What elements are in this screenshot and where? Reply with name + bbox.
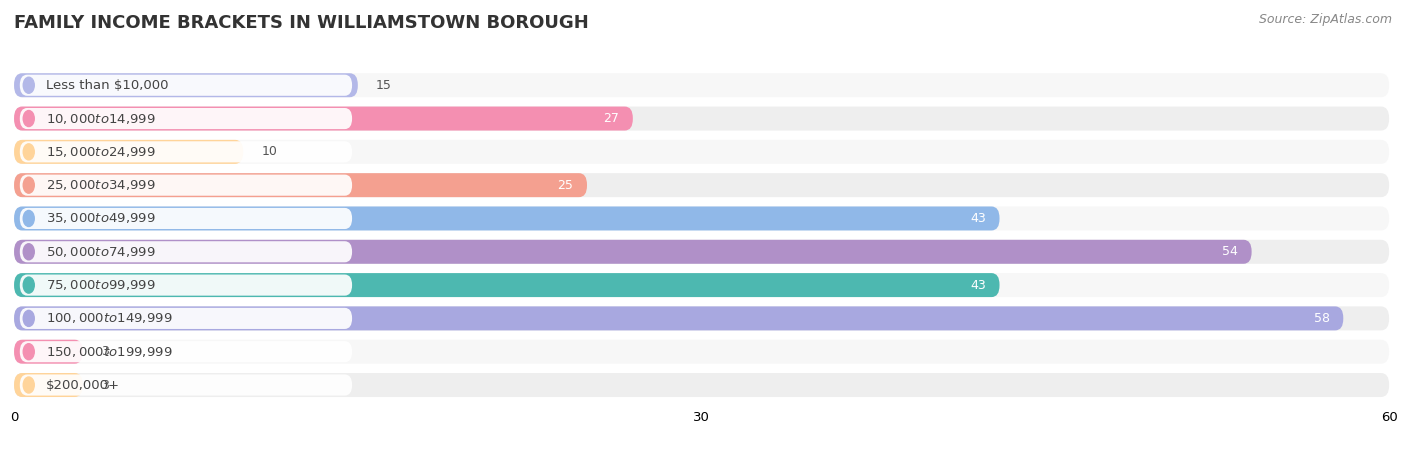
Text: 3: 3 [101,345,110,358]
FancyBboxPatch shape [14,140,1389,164]
Circle shape [24,177,34,193]
FancyBboxPatch shape [14,73,1389,97]
FancyBboxPatch shape [20,75,352,96]
Text: $10,000 to $14,999: $10,000 to $14,999 [46,112,156,126]
FancyBboxPatch shape [14,240,1251,264]
Text: 15: 15 [377,79,392,92]
Circle shape [24,144,34,160]
Circle shape [24,211,34,226]
Text: $25,000 to $34,999: $25,000 to $34,999 [46,178,156,192]
Text: 58: 58 [1313,312,1330,325]
Text: $50,000 to $74,999: $50,000 to $74,999 [46,245,156,259]
FancyBboxPatch shape [14,273,1389,297]
FancyBboxPatch shape [14,240,1389,264]
FancyBboxPatch shape [20,241,352,262]
FancyBboxPatch shape [14,273,1000,297]
FancyBboxPatch shape [20,308,352,329]
Circle shape [24,344,34,360]
Text: 43: 43 [970,279,986,292]
FancyBboxPatch shape [14,340,1389,364]
Text: 27: 27 [603,112,619,125]
Text: $35,000 to $49,999: $35,000 to $49,999 [46,212,156,225]
Text: $200,000+: $200,000+ [46,378,120,392]
Circle shape [24,310,34,326]
FancyBboxPatch shape [20,108,352,129]
FancyBboxPatch shape [14,73,357,97]
FancyBboxPatch shape [20,341,352,362]
FancyBboxPatch shape [14,373,83,397]
FancyBboxPatch shape [20,374,352,396]
Text: Less than $10,000: Less than $10,000 [46,79,169,92]
Circle shape [24,277,34,293]
Text: FAMILY INCOME BRACKETS IN WILLIAMSTOWN BOROUGH: FAMILY INCOME BRACKETS IN WILLIAMSTOWN B… [14,14,589,32]
FancyBboxPatch shape [14,140,243,164]
FancyBboxPatch shape [14,207,1389,230]
FancyBboxPatch shape [20,208,352,229]
Text: 3: 3 [101,378,110,392]
FancyBboxPatch shape [14,173,586,197]
FancyBboxPatch shape [14,173,1389,197]
FancyBboxPatch shape [14,373,1389,397]
FancyBboxPatch shape [14,107,633,130]
FancyBboxPatch shape [20,175,352,196]
Text: 25: 25 [557,179,574,192]
Text: 10: 10 [262,145,277,158]
Text: Source: ZipAtlas.com: Source: ZipAtlas.com [1258,14,1392,27]
FancyBboxPatch shape [14,207,1000,230]
Text: $75,000 to $99,999: $75,000 to $99,999 [46,278,156,292]
Text: $100,000 to $149,999: $100,000 to $149,999 [46,311,173,325]
Text: 43: 43 [970,212,986,225]
FancyBboxPatch shape [20,141,352,162]
FancyBboxPatch shape [14,306,1389,330]
Text: 54: 54 [1222,245,1237,258]
FancyBboxPatch shape [14,340,83,364]
Circle shape [24,77,34,93]
FancyBboxPatch shape [14,107,1389,130]
Circle shape [24,244,34,260]
Text: $15,000 to $24,999: $15,000 to $24,999 [46,145,156,159]
Circle shape [24,377,34,393]
Text: $150,000 to $199,999: $150,000 to $199,999 [46,345,173,359]
Circle shape [24,111,34,126]
FancyBboxPatch shape [14,306,1343,330]
FancyBboxPatch shape [20,274,352,296]
